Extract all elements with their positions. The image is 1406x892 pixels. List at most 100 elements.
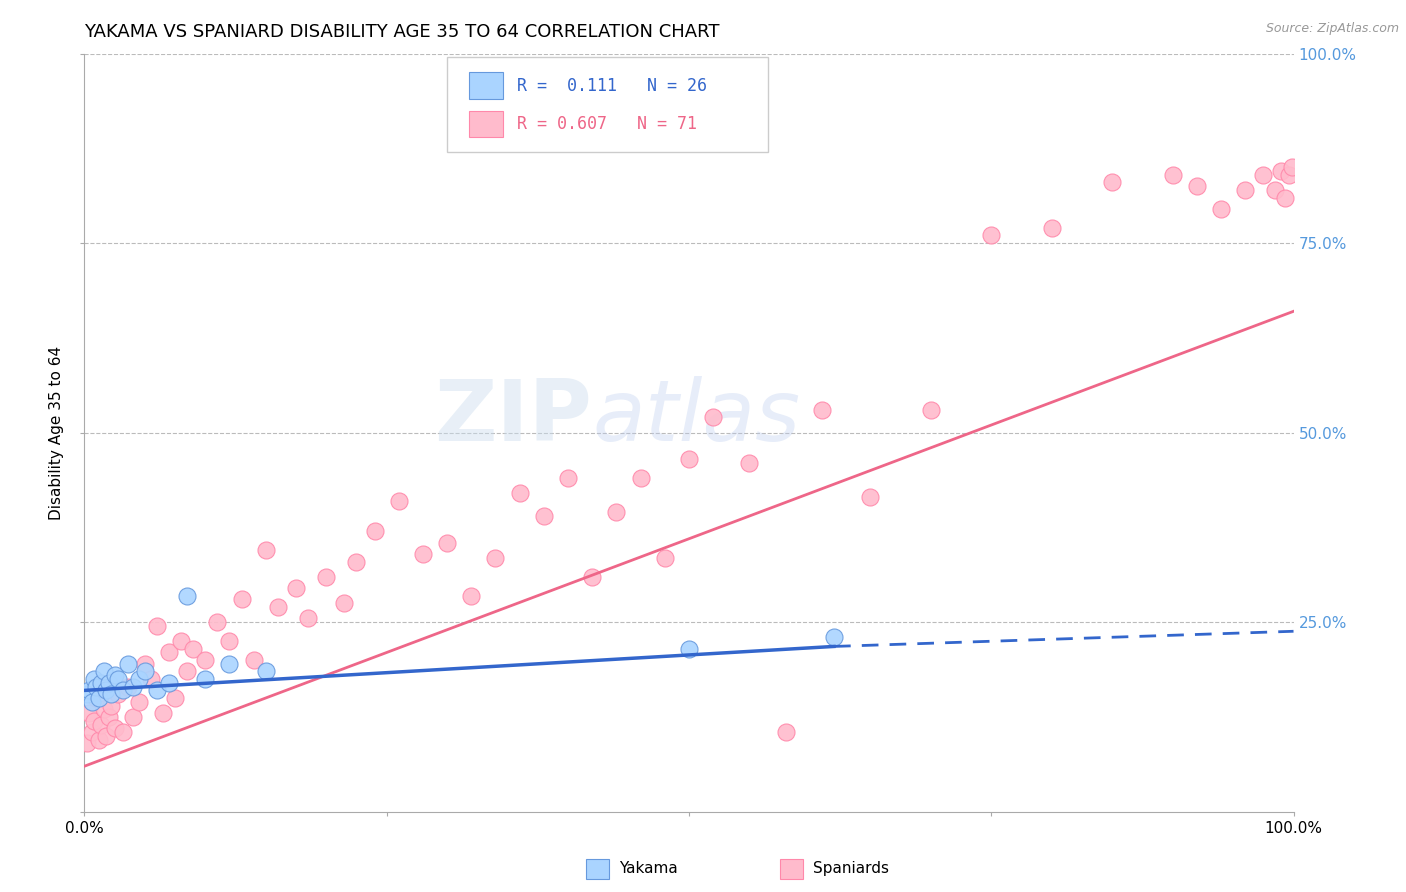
- Bar: [586, 859, 609, 879]
- Point: [90, 717, 112, 731]
- Point: [112, 683, 135, 698]
- Text: Yakama: Yakama: [619, 862, 678, 876]
- Point: [254, 665, 277, 679]
- Point: [86, 680, 108, 694]
- Point: [165, 691, 187, 706]
- Point: [97, 710, 120, 724]
- Point: [557, 471, 579, 485]
- Point: [218, 657, 240, 671]
- Point: [980, 228, 1002, 243]
- Point: [388, 494, 411, 508]
- Point: [139, 672, 162, 686]
- Point: [170, 634, 193, 648]
- Point: [176, 589, 198, 603]
- Point: [86, 691, 108, 706]
- Point: [94, 729, 117, 743]
- Point: [94, 683, 117, 698]
- Point: [76, 687, 98, 701]
- Point: [117, 657, 139, 671]
- Text: atlas: atlas: [592, 376, 800, 459]
- Point: [1185, 179, 1208, 194]
- Point: [80, 695, 103, 709]
- Point: [581, 570, 603, 584]
- Point: [1161, 168, 1184, 182]
- Point: [93, 665, 115, 679]
- Point: [128, 672, 150, 686]
- FancyBboxPatch shape: [468, 72, 503, 99]
- Point: [654, 550, 676, 565]
- Point: [157, 646, 180, 660]
- Point: [194, 653, 217, 667]
- Point: [678, 641, 700, 656]
- Point: [1253, 168, 1275, 182]
- Point: [630, 471, 652, 485]
- Point: [315, 570, 337, 584]
- Point: [1281, 161, 1303, 175]
- FancyBboxPatch shape: [447, 57, 768, 153]
- Point: [93, 702, 115, 716]
- Text: ZIP: ZIP: [434, 376, 592, 459]
- Point: [346, 554, 368, 569]
- Point: [194, 672, 217, 686]
- Point: [218, 634, 240, 648]
- Point: [231, 592, 253, 607]
- Text: R =  0.111   N = 26: R = 0.111 N = 26: [517, 77, 707, 95]
- Point: [181, 641, 204, 656]
- Point: [112, 725, 135, 739]
- Point: [363, 524, 385, 539]
- Point: [76, 737, 98, 751]
- Point: [134, 657, 156, 671]
- Point: [533, 508, 555, 523]
- Point: [811, 403, 834, 417]
- Point: [605, 505, 627, 519]
- Point: [823, 630, 845, 644]
- Point: [920, 403, 942, 417]
- Bar: [780, 859, 803, 879]
- Point: [267, 600, 290, 615]
- Point: [333, 596, 356, 610]
- Point: [1040, 221, 1063, 235]
- Point: [87, 691, 110, 706]
- Point: [1234, 183, 1257, 197]
- Point: [176, 665, 198, 679]
- Point: [1209, 202, 1232, 216]
- Point: [678, 452, 700, 467]
- Point: [207, 615, 229, 630]
- Point: [83, 714, 105, 728]
- Text: Source: ZipAtlas.com: Source: ZipAtlas.com: [1265, 22, 1399, 36]
- Point: [117, 680, 139, 694]
- Point: [121, 710, 143, 724]
- Point: [702, 410, 724, 425]
- Text: R = 0.607   N = 71: R = 0.607 N = 71: [517, 115, 697, 133]
- Point: [859, 490, 882, 504]
- Point: [242, 653, 264, 667]
- Point: [157, 676, 180, 690]
- Point: [152, 706, 174, 721]
- Point: [146, 619, 169, 633]
- Point: [509, 486, 531, 500]
- Point: [1264, 183, 1286, 197]
- Point: [775, 725, 797, 739]
- Text: YAKAMA VS SPANIARD DISABILITY AGE 35 TO 64 CORRELATION CHART: YAKAMA VS SPANIARD DISABILITY AGE 35 TO …: [84, 23, 720, 41]
- Point: [104, 668, 127, 682]
- Point: [104, 721, 127, 735]
- Point: [1278, 168, 1301, 182]
- Point: [77, 683, 100, 698]
- Text: Spaniards: Spaniards: [813, 862, 889, 876]
- Point: [254, 543, 277, 558]
- Point: [83, 672, 105, 686]
- FancyBboxPatch shape: [468, 111, 503, 137]
- Point: [436, 535, 458, 549]
- Point: [284, 581, 308, 595]
- Point: [738, 456, 761, 470]
- Point: [107, 687, 129, 701]
- Point: [100, 687, 122, 701]
- Point: [1101, 176, 1123, 190]
- Point: [80, 725, 103, 739]
- Point: [460, 589, 482, 603]
- Point: [484, 550, 506, 565]
- Point: [121, 680, 143, 694]
- Point: [412, 547, 434, 561]
- Point: [77, 706, 100, 721]
- Point: [128, 695, 150, 709]
